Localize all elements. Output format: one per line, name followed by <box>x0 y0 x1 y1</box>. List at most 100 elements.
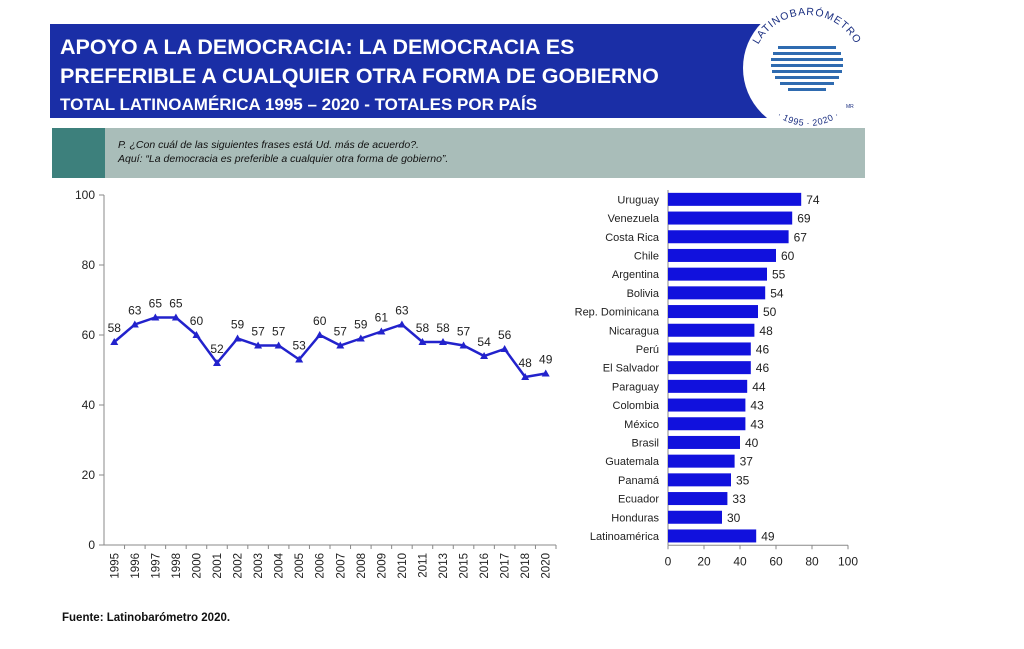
category-label: Venezuela <box>608 213 660 225</box>
marker <box>377 327 386 335</box>
marker <box>254 341 263 349</box>
x-tick-label: 1996 <box>130 553 142 579</box>
x-tick-label: 20 <box>697 554 711 568</box>
question-text: P. ¿Con cuál de las siguientes frases es… <box>118 139 419 151</box>
data-label: 57 <box>251 325 265 339</box>
data-label: 58 <box>108 321 122 335</box>
marker <box>500 345 509 352</box>
y-tick-label: 80 <box>82 258 96 272</box>
x-tick-label: 2015 <box>459 553 471 579</box>
data-label: 56 <box>498 328 512 342</box>
category-label: Rep. Dominicana <box>575 307 660 319</box>
category-label: Honduras <box>611 512 659 524</box>
category-label: Colombia <box>613 400 660 412</box>
bar <box>668 417 746 431</box>
category-label: Argentina <box>612 269 660 281</box>
y-tick-label: 20 <box>82 468 96 482</box>
marker <box>171 313 180 321</box>
data-label: 54 <box>770 286 784 300</box>
marker <box>192 331 201 338</box>
data-label: 54 <box>477 335 491 349</box>
data-label: 48 <box>519 356 533 370</box>
data-label: 61 <box>375 311 389 325</box>
data-label: 65 <box>169 297 183 311</box>
data-label: 35 <box>736 473 750 487</box>
marker <box>295 355 304 363</box>
category-label: México <box>624 419 659 431</box>
data-label: 30 <box>727 511 741 525</box>
category-label: Paraguay <box>612 381 660 393</box>
data-label: 69 <box>797 212 811 226</box>
marker <box>356 334 365 342</box>
x-tick-label: 2000 <box>191 553 203 579</box>
bar <box>668 510 722 524</box>
bar <box>668 342 751 356</box>
question-icon <box>52 128 105 178</box>
marker <box>418 338 427 345</box>
data-label: 40 <box>745 436 759 450</box>
y-tick-label: 40 <box>82 398 96 412</box>
bar <box>668 267 767 281</box>
bar <box>668 361 751 375</box>
x-tick-label: 2004 <box>274 552 286 578</box>
data-label: 65 <box>149 297 163 311</box>
logo-stripes <box>771 46 843 91</box>
x-tick-label: 2018 <box>520 553 532 579</box>
x-tick-label: 2008 <box>356 553 368 579</box>
bar <box>668 492 728 506</box>
bar <box>668 286 766 300</box>
bar <box>668 192 802 206</box>
data-label: 60 <box>781 249 795 263</box>
marker <box>130 320 139 328</box>
bar <box>668 454 735 468</box>
bar <box>668 323 755 337</box>
marker <box>336 341 345 349</box>
x-tick-label: 0 <box>665 554 672 568</box>
x-tick-label: 1995 <box>109 553 121 579</box>
marker <box>274 341 283 349</box>
y-tick-label: 0 <box>88 538 95 552</box>
header-band <box>50 24 800 118</box>
data-label: 48 <box>759 324 773 338</box>
source: Fuente: Latinobarómetro 2020. <box>62 612 230 624</box>
category-label: Chile <box>634 250 659 262</box>
data-label: 63 <box>128 304 142 318</box>
data-label: 59 <box>231 318 245 332</box>
x-tick-label: 80 <box>805 554 819 568</box>
data-label: 46 <box>756 342 770 356</box>
bar <box>668 529 757 543</box>
x-tick-label: 2017 <box>500 553 512 579</box>
data-label: 52 <box>210 342 224 356</box>
data-label: 63 <box>395 304 409 318</box>
y-tick-label: 100 <box>75 188 95 202</box>
data-label: 44 <box>752 380 766 394</box>
subtitle: TOTAL LATINOAMÉRICA 1995 – 2020 - TOTALE… <box>60 95 537 114</box>
category-label: Ecuador <box>618 494 659 506</box>
title-line: PREFERIBLE A CUALQUIER OTRA FORMA DE GOB… <box>60 64 659 88</box>
data-label: 33 <box>732 492 746 506</box>
logo-circle <box>743 4 871 132</box>
marker <box>459 341 468 349</box>
marker <box>315 331 324 338</box>
data-label: 60 <box>313 314 327 328</box>
bar <box>668 473 731 487</box>
x-tick-label: 2007 <box>335 553 347 579</box>
x-tick-label: 2013 <box>438 553 450 579</box>
x-tick-label: 2006 <box>315 553 327 579</box>
x-tick-label: 60 <box>769 554 783 568</box>
category-label: Perú <box>636 344 659 356</box>
data-label: 55 <box>772 268 786 282</box>
question-box <box>105 128 865 178</box>
category-label: Brasil <box>631 437 659 449</box>
x-tick-label: 40 <box>733 554 747 568</box>
data-label: 37 <box>740 455 754 469</box>
x-tick-label: 2020 <box>541 553 553 579</box>
marker <box>151 313 160 321</box>
data-label: 49 <box>539 353 553 367</box>
data-label: 60 <box>190 314 204 328</box>
bar <box>668 305 758 319</box>
data-label: 74 <box>806 193 820 207</box>
data-label: 57 <box>457 325 471 339</box>
marker <box>521 373 530 380</box>
